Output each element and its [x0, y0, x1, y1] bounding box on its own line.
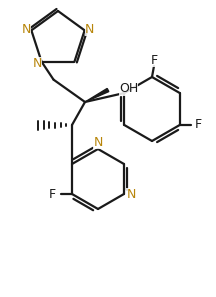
Text: F: F	[195, 119, 202, 132]
Text: N: N	[85, 23, 94, 36]
Text: N: N	[93, 135, 103, 148]
Text: N: N	[33, 57, 42, 70]
Text: F: F	[150, 53, 157, 67]
Text: OH: OH	[119, 83, 138, 96]
Polygon shape	[85, 89, 109, 102]
Text: F: F	[48, 187, 56, 200]
Text: N: N	[22, 23, 31, 36]
Text: N: N	[126, 187, 136, 200]
